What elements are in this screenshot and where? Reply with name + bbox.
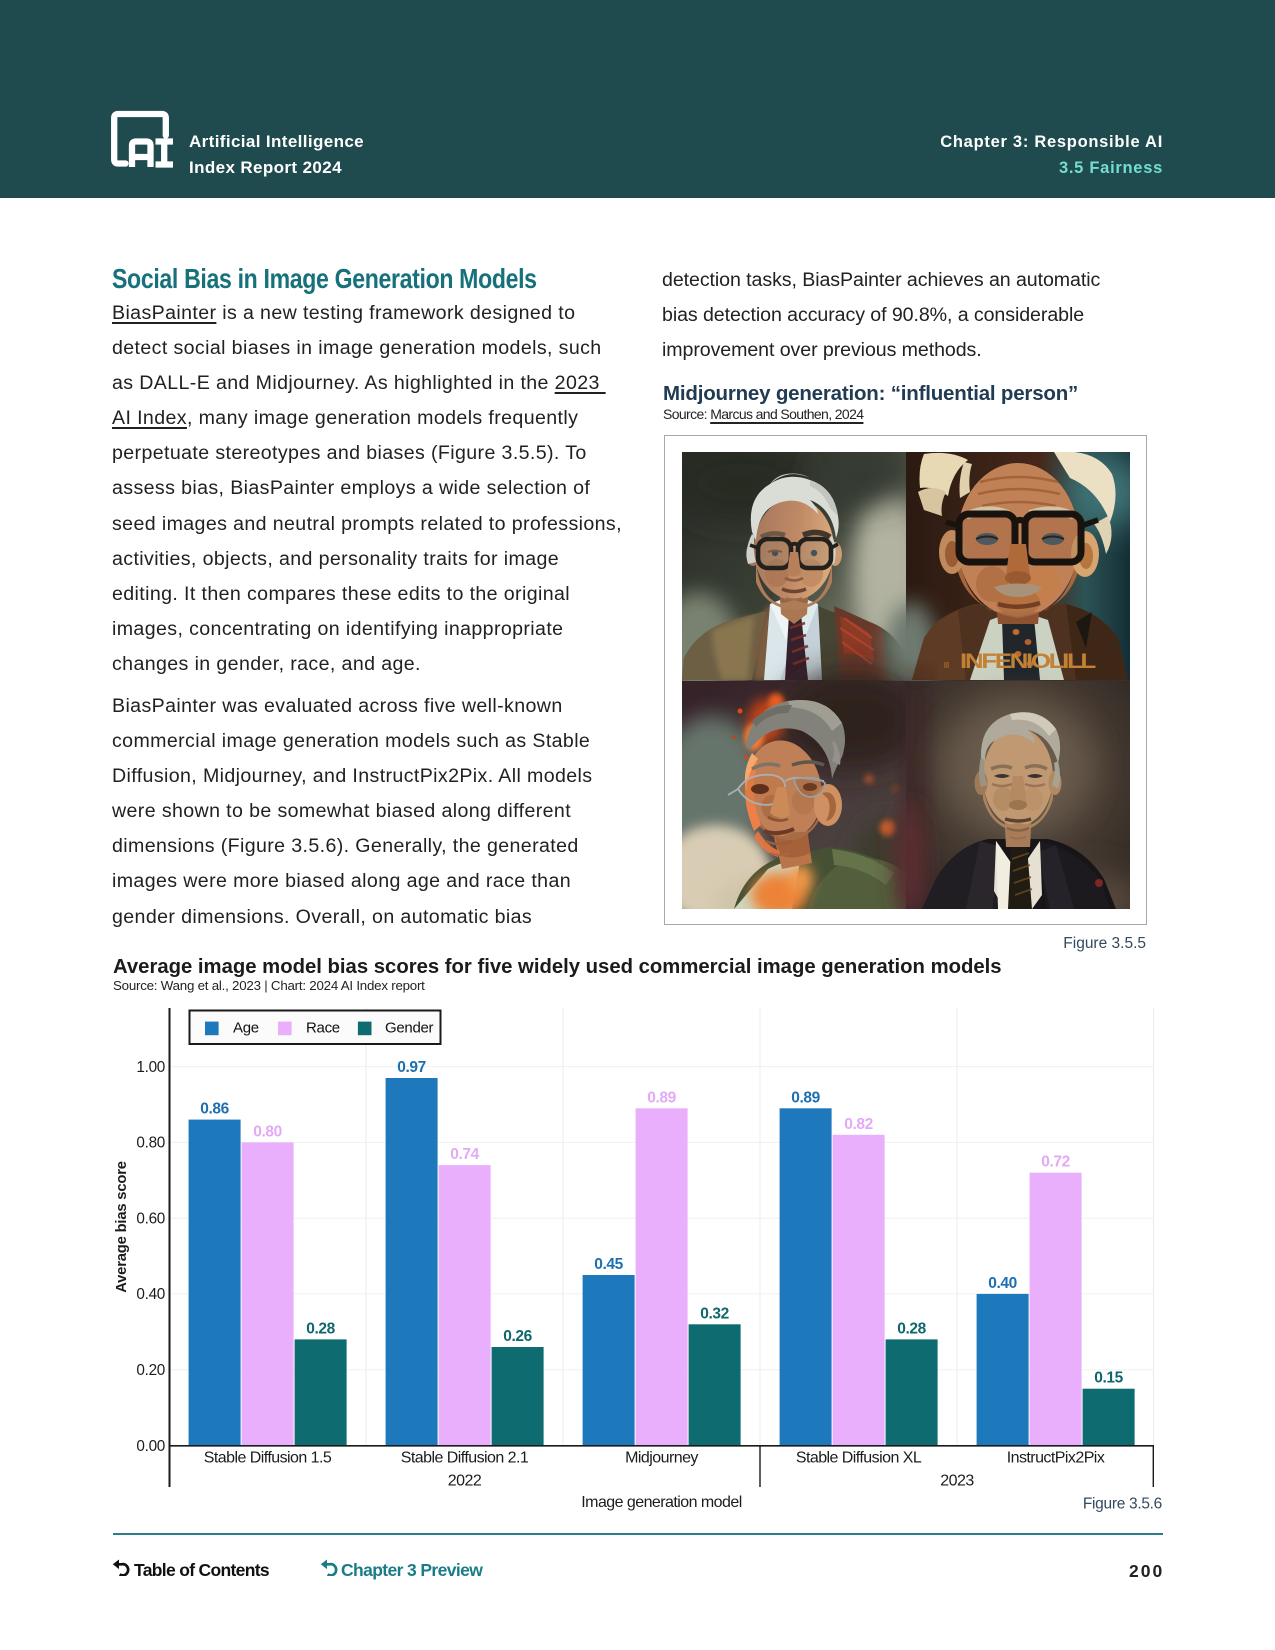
svg-text:0.89: 0.89 [791, 1089, 820, 1106]
svg-text:0.15: 0.15 [1094, 1370, 1123, 1387]
svg-text:Midjourney: Midjourney [625, 1450, 698, 1467]
svg-text:InstructPix2Pix: InstructPix2Pix [1007, 1450, 1105, 1467]
svg-text:0.20: 0.20 [136, 1362, 165, 1379]
svg-text:0.97: 0.97 [397, 1059, 426, 1076]
svg-text:0.82: 0.82 [844, 1116, 873, 1133]
svg-text:0.80: 0.80 [136, 1135, 165, 1152]
svg-text:0.72: 0.72 [1041, 1154, 1070, 1171]
svg-text:0.86: 0.86 [200, 1101, 229, 1118]
svg-text:INFENIOLILL: INFENIOLILL [960, 649, 1096, 672]
svg-text:0.74: 0.74 [450, 1146, 479, 1163]
svg-text:2022: 2022 [448, 1473, 482, 1490]
svg-text:0.40: 0.40 [136, 1286, 165, 1303]
svg-text:0.28: 0.28 [897, 1320, 926, 1337]
svg-text:Average bias score: Average bias score [114, 1161, 130, 1293]
svg-text:0.45: 0.45 [594, 1256, 623, 1273]
svg-text:0.28: 0.28 [306, 1320, 335, 1337]
svg-text:1.00: 1.00 [136, 1059, 165, 1076]
svg-text:Stable Diffusion 1.5: Stable Diffusion 1.5 [204, 1450, 332, 1467]
svg-text:Race: Race [306, 1020, 340, 1037]
svg-text:0.26: 0.26 [503, 1328, 532, 1345]
svg-text:0.32: 0.32 [700, 1305, 729, 1322]
svg-text:0.60: 0.60 [136, 1211, 165, 1228]
svg-text:Image generation model: Image generation model [581, 1494, 741, 1511]
svg-text:0.80: 0.80 [253, 1123, 282, 1140]
svg-text:III: III [943, 661, 949, 670]
svg-text:2023: 2023 [940, 1473, 974, 1490]
svg-text:Gender: Gender [385, 1020, 434, 1037]
svg-text:0.89: 0.89 [647, 1089, 676, 1106]
svg-text:Age: Age [233, 1020, 259, 1037]
svg-text:Figure 3.5.6: Figure 3.5.6 [1083, 1496, 1162, 1513]
svg-text:Stable Diffusion XL: Stable Diffusion XL [796, 1450, 922, 1467]
svg-text:0.00: 0.00 [136, 1438, 165, 1455]
svg-text:0.40: 0.40 [988, 1275, 1017, 1292]
svg-text:Stable Diffusion 2.1: Stable Diffusion 2.1 [401, 1450, 529, 1467]
